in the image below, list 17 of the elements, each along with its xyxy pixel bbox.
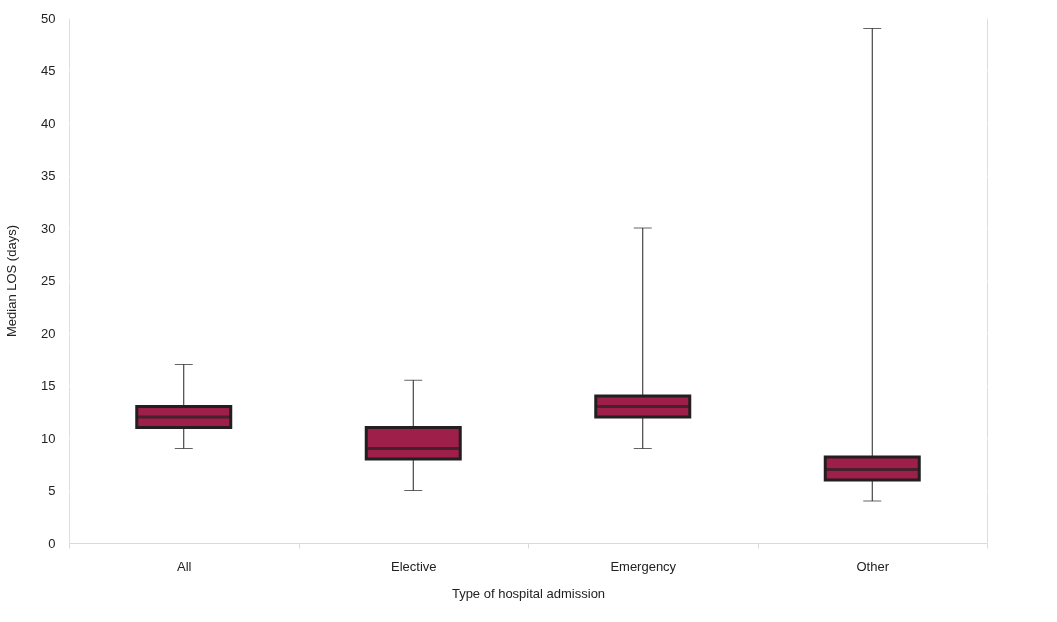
y-tick-label: 25 — [41, 273, 56, 288]
x-tick-label: All — [177, 558, 192, 574]
x-tick-label: Other — [856, 558, 890, 574]
y-tick-label: 20 — [41, 325, 56, 341]
y-tick-label: 35 — [41, 168, 56, 183]
x-tick-label: Elective — [390, 558, 437, 574]
x-tick-label: Emergency — [610, 558, 677, 574]
y-tick-label: 45 — [41, 63, 56, 78]
y-tick-label: 50 — [41, 10, 56, 26]
y-tick-label: 5 — [48, 483, 56, 498]
x-axis-title: Type of hospital admission — [451, 585, 606, 601]
y-tick-label: 40 — [41, 115, 56, 131]
y-tick-label: 10 — [41, 430, 56, 446]
y-tick-label: 15 — [41, 378, 56, 393]
y-axis-title: Median LOS (days) — [4, 225, 20, 337]
y-tick-label: 0 — [48, 535, 56, 551]
y-tick-label: 30 — [41, 220, 56, 236]
